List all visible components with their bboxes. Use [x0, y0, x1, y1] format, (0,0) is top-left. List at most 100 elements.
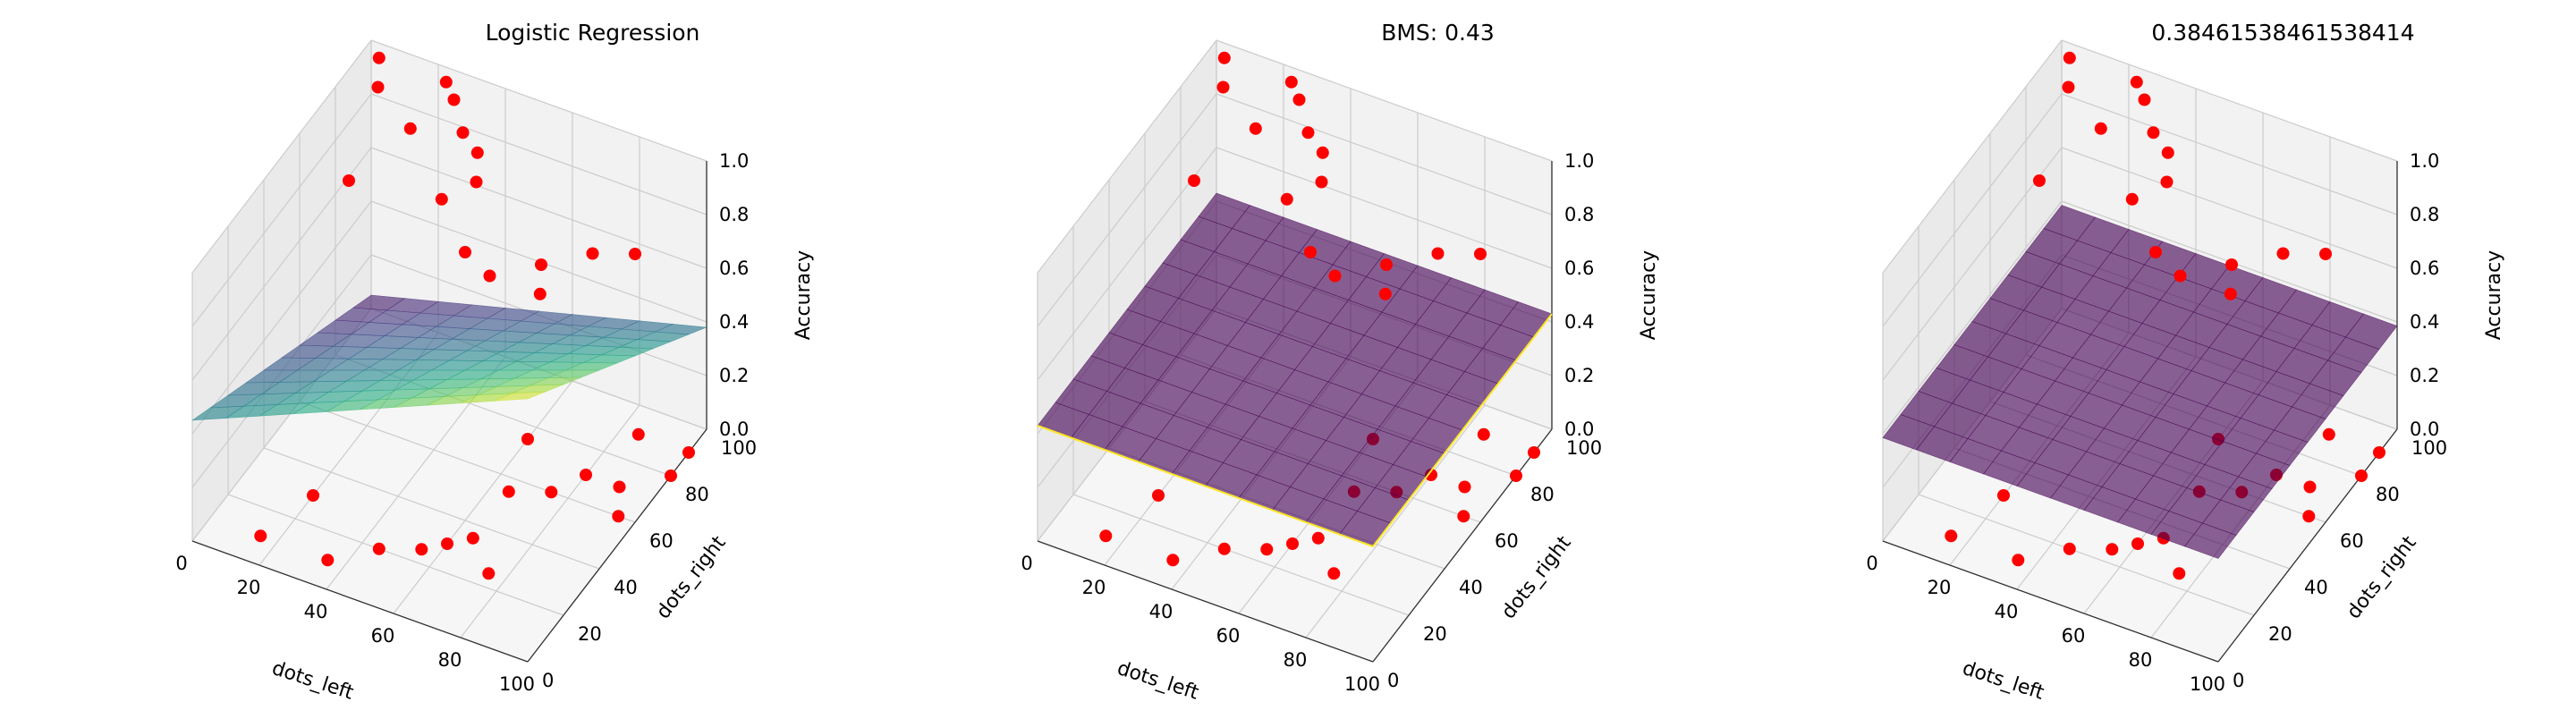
chart-panel-3: 0.38461538461538414 0 20 40 60 80 100 0 20 40 60 80… — [1866, 20, 2505, 705]
grid-line-z — [1037, 147, 1553, 381]
data-point — [545, 486, 558, 499]
data-point — [1378, 287, 1392, 300]
data-point — [1316, 146, 1329, 159]
z-tick-label: 1.0 — [1564, 150, 1594, 172]
y-axis-line — [2217, 428, 2398, 663]
data-point — [665, 469, 677, 482]
data-point — [2147, 126, 2160, 140]
data-point — [466, 531, 479, 545]
y-tick-label: 0 — [542, 670, 554, 691]
data-point — [1477, 427, 1490, 441]
data-point — [1431, 247, 1445, 260]
y-axis-line — [527, 428, 708, 663]
data-point — [2161, 146, 2174, 159]
x-tick-label: 80 — [438, 649, 462, 671]
z-tick-label: 0.2 — [2410, 365, 2439, 386]
data-point — [1945, 529, 1958, 543]
data-point — [1286, 537, 1299, 550]
x-axis-label: dots_left — [1960, 657, 2047, 705]
data-point — [372, 542, 386, 555]
data-point — [2149, 246, 2162, 258]
z-tick-label: 0.8 — [719, 204, 749, 225]
data-point — [403, 122, 417, 135]
data-point — [1380, 258, 1393, 271]
y-tick-label: 100 — [2411, 437, 2447, 459]
data-point — [1216, 80, 1230, 94]
data-point — [2373, 446, 2385, 459]
data-point — [1474, 248, 1487, 260]
data-point — [2303, 480, 2317, 494]
data-point — [2322, 427, 2335, 441]
chart-panel-1: Logistic Regression 0 20 40 60 80 100 0 20 40 60 80… — [175, 20, 815, 705]
x-tick-label: 80 — [2129, 649, 2153, 671]
data-point — [2173, 567, 2186, 580]
y-tick-label: 40 — [2304, 577, 2328, 598]
data-point — [613, 480, 626, 494]
x-tick-label: 20 — [1082, 577, 1106, 598]
data-point — [456, 126, 470, 140]
chart-title: 0.38461538461538414 — [2151, 20, 2414, 46]
data-point — [2012, 554, 2025, 567]
z-tick-label: 0.6 — [719, 258, 749, 279]
data-point — [1328, 269, 1342, 283]
data-point — [1528, 446, 1540, 459]
data-point — [2302, 510, 2316, 523]
points-below — [254, 427, 695, 580]
data-point — [2033, 174, 2046, 187]
z-tick-label: 0.0 — [1564, 419, 1594, 440]
data-point — [441, 537, 453, 550]
data-point — [1315, 175, 1328, 189]
data-point — [586, 247, 599, 260]
z-tick-label: 1.0 — [2410, 150, 2439, 172]
x-tick-label: 40 — [1149, 601, 1174, 622]
data-point — [1327, 567, 1341, 580]
grid-line-z — [1037, 93, 1553, 327]
x-tick-label: 0 — [1866, 553, 1877, 574]
x-tick-label: 0 — [175, 553, 187, 574]
y-tick-label: 60 — [2340, 530, 2364, 552]
x-tick-label: 40 — [304, 601, 328, 622]
grid-line-z — [1882, 39, 2398, 274]
data-point — [533, 287, 547, 300]
data-point — [371, 80, 385, 94]
data-point — [343, 174, 355, 187]
points-above — [1188, 51, 1487, 300]
data-point — [580, 469, 592, 481]
surface-patch — [655, 324, 708, 335]
x-tick-label: 100 — [1344, 673, 1380, 695]
chart-title: Logistic Regression — [486, 20, 700, 46]
data-point — [1457, 510, 1470, 523]
data-point — [435, 192, 448, 206]
fitted-surface — [191, 294, 708, 421]
surface-edge — [1037, 313, 1553, 548]
y-tick-label: 20 — [578, 623, 602, 645]
y-tick-label: 60 — [649, 530, 674, 552]
data-point — [372, 51, 386, 64]
data-point — [612, 510, 625, 523]
data-point — [502, 485, 515, 498]
data-point — [1292, 93, 1306, 106]
data-point — [254, 529, 267, 543]
data-point — [439, 75, 453, 89]
x-axis-line — [191, 540, 529, 663]
data-point — [482, 567, 496, 580]
data-point — [682, 446, 695, 459]
surface-patch — [2345, 313, 2398, 350]
x-tick-label: 20 — [1928, 577, 1952, 598]
y-tick-label: 40 — [1459, 577, 1483, 598]
y-tick-label: 100 — [721, 437, 757, 459]
data-point — [447, 93, 461, 106]
grid-line-z — [191, 39, 708, 274]
y-tick-label: 40 — [614, 577, 638, 598]
y-tick-label: 0 — [2233, 670, 2244, 691]
grid-line-z — [1037, 39, 1553, 274]
chart-title: BMS: 0.43 — [1381, 20, 1495, 46]
data-point — [483, 269, 496, 283]
data-point — [2138, 93, 2151, 106]
data-point — [470, 175, 483, 189]
y-tick-label: 80 — [685, 484, 709, 505]
grid-line-z — [191, 93, 708, 327]
data-point — [1458, 480, 1471, 494]
y-tick-label: 80 — [1530, 484, 1555, 505]
